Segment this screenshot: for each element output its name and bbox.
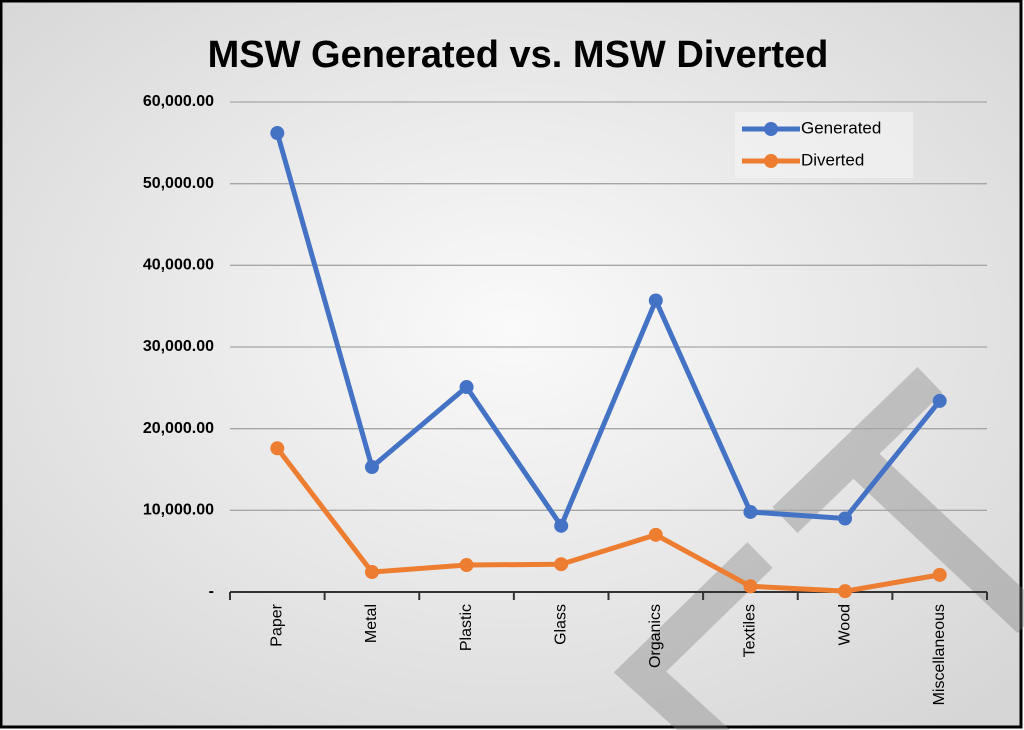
marker: [459, 558, 474, 573]
x-tick-label: Textiles: [742, 604, 759, 657]
marker: [648, 293, 663, 308]
legend-marker: [764, 154, 778, 168]
legend-label: Generated: [801, 118, 881, 137]
marker: [743, 504, 758, 519]
legend-box: [735, 112, 913, 178]
x-tick-label: Wood: [836, 604, 853, 646]
marker: [270, 126, 285, 141]
series-line: [274, 132, 942, 529]
legend-label: Diverted: [801, 150, 864, 169]
marker: [554, 557, 569, 572]
legend-marker: [764, 122, 778, 136]
series-line: [275, 446, 941, 594]
marker: [743, 579, 758, 594]
watermark: [613, 367, 1024, 730]
y-tick-label: 10,000.00: [143, 502, 214, 519]
x-tick-label: Miscellaneous: [931, 604, 948, 705]
marker: [932, 393, 947, 408]
y-tick-label: -: [209, 583, 214, 600]
x-tick-label: Metal: [363, 604, 380, 643]
marker: [838, 584, 853, 599]
x-tick-label: Organics: [647, 604, 664, 668]
y-tick-label: 60,000.00: [143, 93, 214, 110]
y-tick-label: 50,000.00: [143, 175, 214, 192]
marker: [648, 527, 663, 542]
marker: [459, 380, 474, 395]
marker: [364, 460, 379, 475]
y-tick-label: 20,000.00: [143, 420, 214, 437]
marker: [364, 564, 379, 579]
x-tick-label: Glass: [552, 604, 569, 645]
y-tick-label: 30,000.00: [143, 338, 214, 355]
y-tick-label: 40,000.00: [143, 257, 214, 274]
marker: [554, 518, 569, 533]
x-tick-label: Paper: [269, 603, 286, 646]
marker: [932, 567, 947, 582]
chart-title: MSW Generated vs. MSW Diverted: [208, 34, 829, 76]
marker: [838, 511, 853, 526]
x-tick-label: Plastic: [458, 604, 475, 651]
marker: [270, 441, 285, 456]
